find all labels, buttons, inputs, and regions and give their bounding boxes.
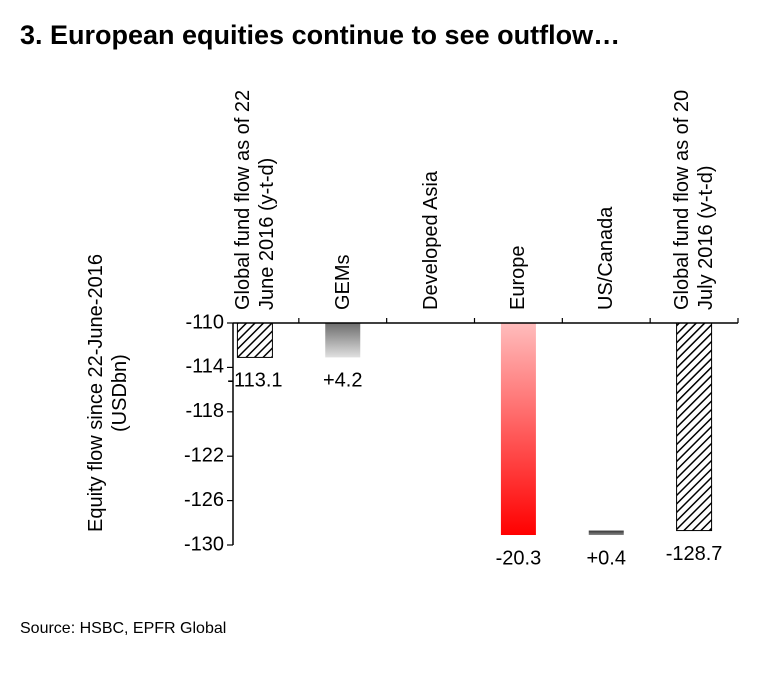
- y-tick-label: -122: [184, 444, 224, 466]
- source-note: Source: HSBC, EPFR Global: [20, 620, 227, 637]
- y-axis-title: Equity flow since 22-June-2016 (USDbn): [85, 254, 131, 532]
- y-tick-label: -126: [184, 489, 224, 511]
- value-label: -128.7: [666, 543, 723, 565]
- x-tick-label: Europe: [507, 245, 530, 311]
- value-label: +4.2: [323, 370, 362, 392]
- value-label: +0.4: [587, 547, 626, 569]
- x-tick-label: Developed Asia: [419, 171, 442, 310]
- x-tick-label: US/Canada: [595, 206, 618, 310]
- bars: [236, 323, 713, 536]
- x-tick-label: GEMs: [331, 254, 354, 310]
- x-tick-label: Global fund flow as of 20 July 2016 (y-t…: [671, 89, 718, 310]
- y-tick-label: -114: [185, 356, 224, 378]
- y-tick-label: -118: [185, 400, 224, 422]
- value-label: -113.1: [227, 370, 282, 392]
- bar: [500, 323, 536, 536]
- chart-title: 3. European equities continue to see out…: [20, 20, 621, 50]
- y-tick-label: -110: [185, 311, 224, 333]
- x-tick-label: Global fund flow as of 22 June 2016 (y-t…: [231, 89, 278, 310]
- bar: [588, 530, 624, 536]
- bar: [325, 323, 361, 358]
- bar: [236, 323, 273, 358]
- y-tick-label: -130: [184, 533, 224, 555]
- bar: [676, 323, 713, 532]
- value-label: -20.3: [496, 547, 542, 569]
